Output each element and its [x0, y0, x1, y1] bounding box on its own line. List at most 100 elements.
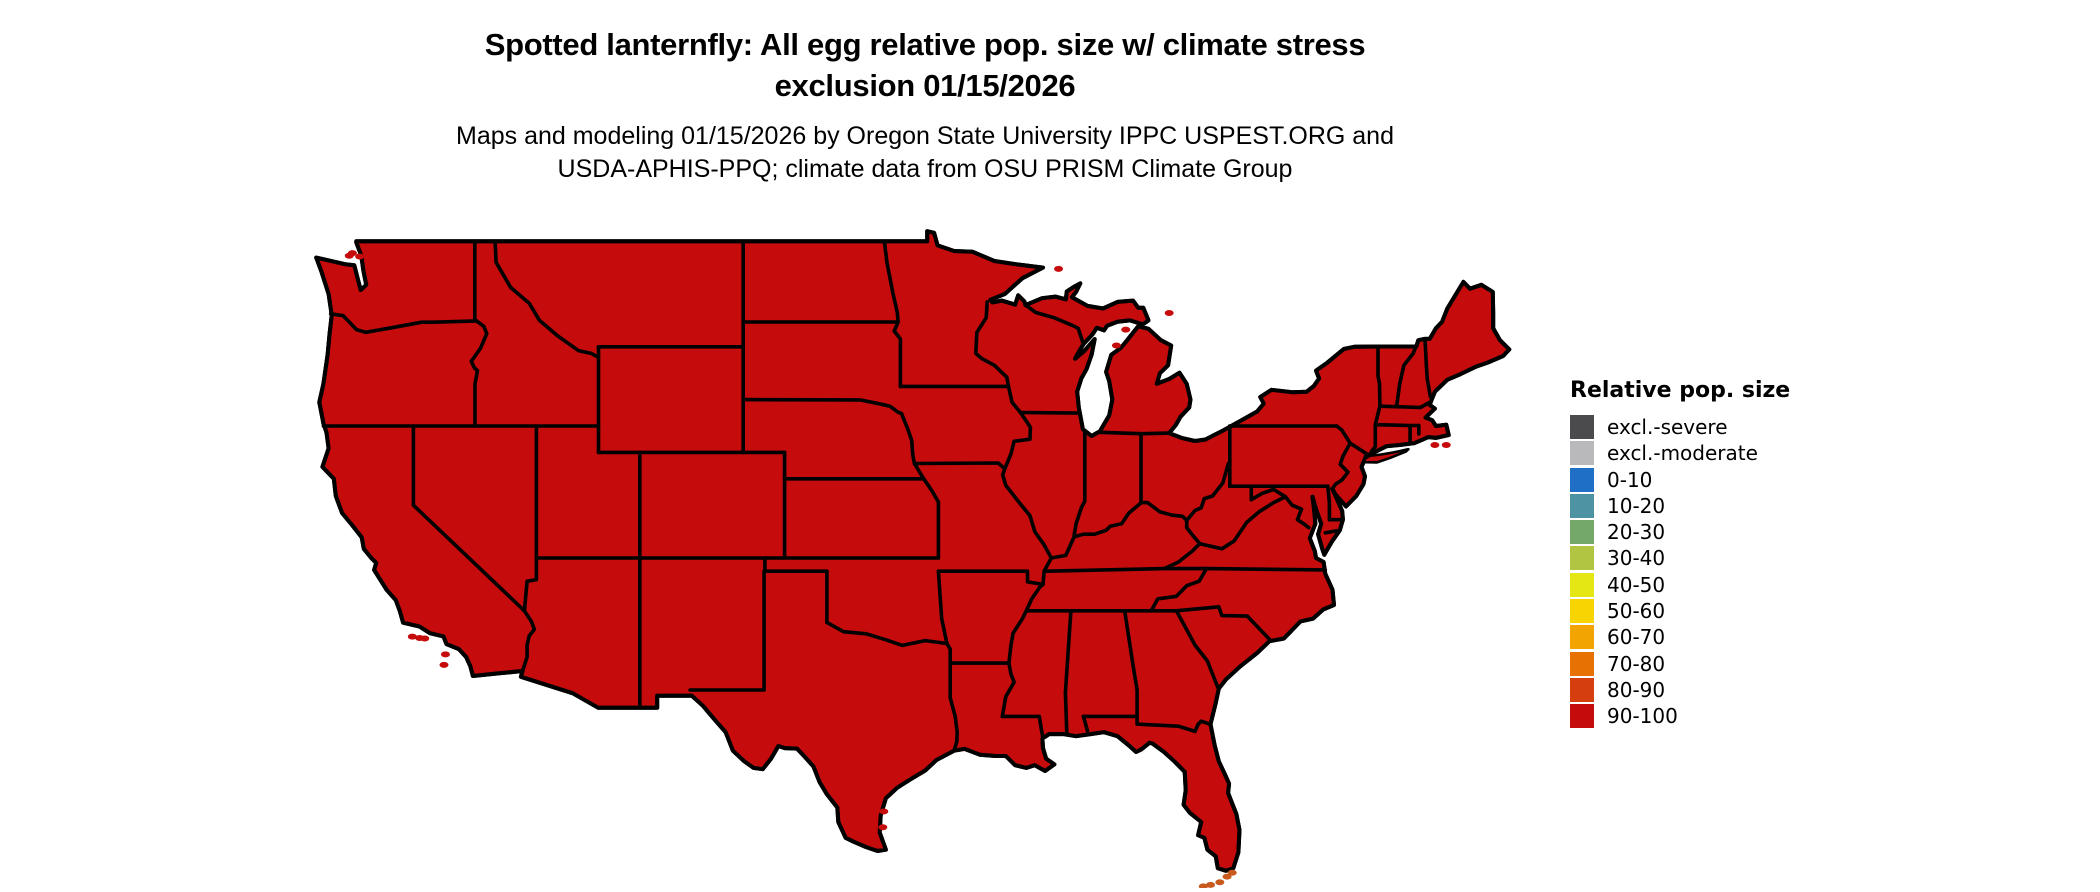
- florida-keys-dot: [1206, 881, 1216, 888]
- legend-label: 60-70: [1607, 625, 1666, 650]
- title-line2: exclusion 01/15/2026: [774, 68, 1076, 103]
- legend-label: excl.-severe: [1607, 415, 1728, 439]
- state-border: [936, 569, 949, 646]
- legend-swatch: [1570, 441, 1594, 466]
- legend-swatch: [1570, 415, 1594, 439]
- state-border: [1184, 518, 1202, 546]
- state-border: [1249, 484, 1311, 530]
- state-border: [825, 620, 949, 648]
- state-border: [1018, 410, 1081, 415]
- legend-title: Relative pop. size: [1570, 378, 1791, 403]
- state-border: [1162, 541, 1202, 571]
- state-border: [493, 239, 601, 360]
- florida-keys-dot: [1215, 879, 1225, 886]
- state-border: [1174, 605, 1273, 643]
- island-dot: [355, 253, 365, 260]
- state-border: [921, 477, 941, 560]
- legend-item: 70-80: [1570, 651, 1890, 677]
- legend-label: 20-30: [1607, 520, 1666, 545]
- state-border: [936, 569, 1045, 587]
- legend-swatch: [1570, 651, 1594, 676]
- state-border: [1098, 430, 1171, 436]
- legend-label: 10-20: [1607, 493, 1666, 518]
- legend-label: 80-90: [1607, 677, 1666, 702]
- island-dot: [440, 651, 450, 658]
- island-dot: [344, 252, 354, 259]
- state-border: [1044, 566, 1328, 573]
- us-country-outline: [314, 229, 1512, 873]
- state-border: [688, 569, 766, 692]
- legend-rows: excl.-severe excl.-moderate 0-10 10-20 20-30…: [1570, 414, 1890, 729]
- island-dot: [1054, 265, 1064, 272]
- island-dot: [1111, 342, 1121, 349]
- legend-label: 0-10: [1607, 467, 1653, 492]
- legend-swatch: [1570, 546, 1594, 571]
- island-dot: [407, 633, 417, 640]
- florida-keys-dot: [1222, 873, 1232, 880]
- island-dot: [1164, 310, 1174, 317]
- legend-item: 10-20: [1570, 493, 1890, 519]
- legend-swatch: [1570, 520, 1594, 545]
- legend-swatch: [1570, 572, 1594, 597]
- island-dot: [1441, 442, 1451, 449]
- subtitle-line2: USDA-APHIS-PPQ; climate data from OSU PR…: [557, 155, 1293, 183]
- state-border: [328, 312, 479, 335]
- state-border: [741, 397, 901, 415]
- legend-item: 0-10: [1570, 467, 1890, 493]
- state-border: [1174, 609, 1220, 690]
- island-dot: [439, 661, 449, 668]
- long-island: [1363, 447, 1410, 464]
- state-border: [1323, 529, 1339, 535]
- state-border: [1373, 345, 1382, 427]
- state-border: [1330, 424, 1352, 491]
- state-border: [896, 410, 917, 466]
- state-border: [469, 319, 489, 428]
- state-border: [522, 556, 539, 613]
- state-border: [1198, 495, 1288, 551]
- us-coastline: [314, 229, 1512, 873]
- legend-item: 50-60: [1570, 598, 1890, 624]
- map-subtitle: Maps and modeling 01/15/2026 by Oregon S…: [330, 120, 1520, 186]
- florida-keys-dot: [1198, 883, 1208, 888]
- legend-label: 40-50: [1607, 572, 1666, 597]
- state-border: [974, 300, 1054, 719]
- legend-swatch: [1570, 493, 1594, 518]
- legend-swatch: [1570, 704, 1594, 729]
- state-border: [1000, 714, 1045, 740]
- legend-item: excl.-severe: [1570, 414, 1890, 440]
- state-border: [1023, 303, 1086, 346]
- legend-item: 80-90: [1570, 677, 1890, 703]
- legend-swatch: [1570, 599, 1594, 624]
- state-border: [520, 609, 537, 673]
- map-title: Spotted lanternfly: All egg relative pop…: [330, 24, 1520, 106]
- state-border: [912, 461, 926, 481]
- us-map: [314, 229, 1512, 888]
- state-border: [1423, 337, 1433, 399]
- state-border: [945, 641, 959, 753]
- island-dot: [1121, 326, 1131, 333]
- legend-label: 30-40: [1607, 546, 1666, 571]
- state-border: [1378, 401, 1431, 410]
- state-border: [1081, 714, 1213, 734]
- state-border: [1072, 430, 1087, 538]
- state-border: [1149, 566, 1209, 613]
- legend-panel: Relative pop. size excl.-severe excl.-mod…: [1570, 378, 1890, 730]
- state-border: [1081, 714, 1090, 733]
- state-border: [411, 424, 527, 613]
- legend-item: 90-100: [1570, 703, 1890, 729]
- state-border: [1326, 484, 1345, 522]
- state-border: [1369, 422, 1378, 453]
- state-border: [912, 461, 1007, 471]
- island-dot: [420, 635, 430, 642]
- legend-swatch: [1570, 677, 1594, 702]
- state-border: [1063, 609, 1073, 735]
- island-dot: [879, 808, 889, 815]
- legend-swatch: [1570, 625, 1594, 650]
- legend-item: 20-30: [1570, 519, 1890, 545]
- legend-item: 40-50: [1570, 572, 1890, 598]
- state-border: [1122, 609, 1139, 719]
- subtitle-line1: Maps and modeling 01/15/2026 by Oregon S…: [456, 122, 1394, 150]
- title-line1: Spotted lanternfly: All egg relative pop…: [484, 27, 1366, 62]
- state-border: [1373, 422, 1421, 428]
